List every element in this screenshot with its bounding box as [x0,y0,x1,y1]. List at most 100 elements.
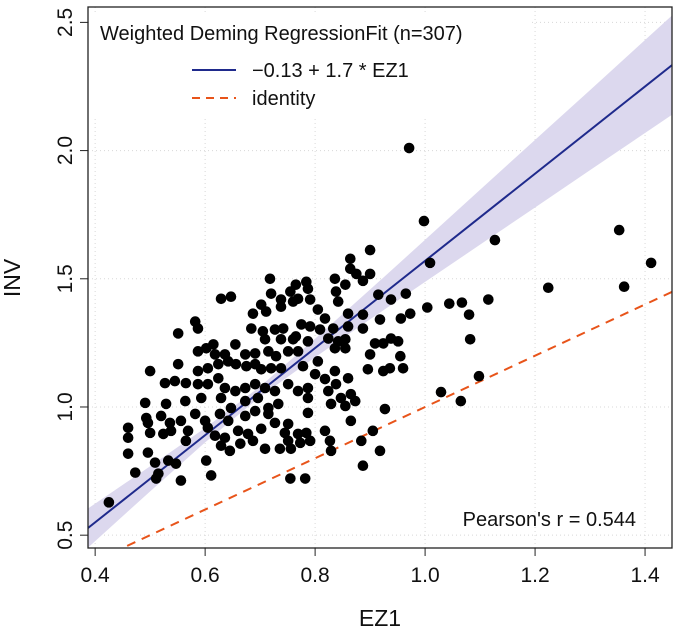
x-axis: 0.4 0.6 0.8 1.0 1.2 1.4 [81,548,660,587]
data-point [170,458,182,469]
data-point [292,346,304,357]
data-point [215,440,227,451]
data-point [424,257,436,269]
data-point [269,417,281,429]
data-point [292,428,304,440]
data-point [330,286,342,297]
data-point [302,283,314,295]
data-point [269,385,281,397]
y-tick-label: 2.5 [54,8,77,37]
data-point [367,425,379,437]
data-point [324,435,336,447]
data-point [247,435,259,447]
data-point [215,293,227,305]
data-point [395,313,407,324]
data-point [270,350,282,362]
data-point [219,432,231,444]
data-point [142,447,154,458]
data-point [172,358,184,370]
data-point [362,363,374,375]
data-point [304,294,316,305]
data-point [189,408,201,420]
data-point [357,323,369,334]
data-point [404,308,416,319]
data-point [403,142,415,154]
data-point [192,323,204,334]
data-point [230,339,241,350]
data-point [214,408,226,420]
data-point [255,363,267,375]
data-point [215,392,227,404]
legend-title: Weighted Deming RegressionFit (n=307) [100,23,463,45]
data-point [400,288,412,299]
data-point [172,328,184,339]
data-point [297,360,309,372]
confidence-band [88,15,672,548]
data-point [329,273,341,285]
data-point [219,382,231,394]
y-tick-label: 0.5 [54,521,77,550]
data-point [314,324,326,335]
data-point [302,382,314,394]
data-point [309,368,321,380]
data-point [169,375,181,387]
data-point [160,398,172,410]
data-point [247,308,259,319]
data-point [277,323,289,334]
data-point [239,349,251,360]
data-point [364,244,376,256]
data-point [263,408,274,420]
y-axis: 0.5 1.0 1.5 2.0 2.5 [54,8,88,550]
data-point [299,473,311,484]
data-point [275,362,287,374]
data-point [202,362,214,374]
data-point [269,324,281,335]
data-point [208,339,219,350]
y-tick-label: 1.0 [54,392,77,421]
data-point [342,372,354,384]
data-point [205,470,217,481]
data-point [200,455,212,466]
data-point [144,365,156,377]
data-point [246,323,257,334]
legend-entry-fit: −0.13 + 1.7 * EZ1 [252,60,409,82]
data-point [327,323,339,334]
data-point [323,333,334,344]
data-point [274,443,286,455]
data-point [373,289,384,300]
data-point [180,435,192,447]
data-point [175,415,187,427]
data-point [542,282,554,294]
data-point [282,418,294,430]
data-point [159,377,171,389]
data-point [464,333,476,345]
data-point [489,234,501,246]
data-point [265,288,277,299]
data-point [202,378,214,390]
data-point [139,397,151,409]
data-point [235,438,246,449]
y-tick-label: 2.0 [54,136,77,165]
x-tick-label: 1.4 [630,564,660,587]
data-point [332,296,344,307]
data-point [224,445,236,457]
data-point [325,445,337,457]
data-point [264,273,276,285]
data-point [369,338,381,349]
data-point [285,473,296,484]
data-point [192,365,204,377]
data-point [230,385,241,397]
data-point [342,321,354,332]
data-point [357,309,369,320]
data-point [294,437,306,449]
data-point [103,497,115,508]
data-point [195,392,207,404]
data-point [165,425,177,437]
data-point [209,430,221,441]
data-point [259,382,271,394]
data-point [249,378,261,390]
data-point [192,378,204,390]
data-point [456,297,468,308]
data-point [249,348,261,359]
x-tick-label: 1.0 [410,564,439,587]
